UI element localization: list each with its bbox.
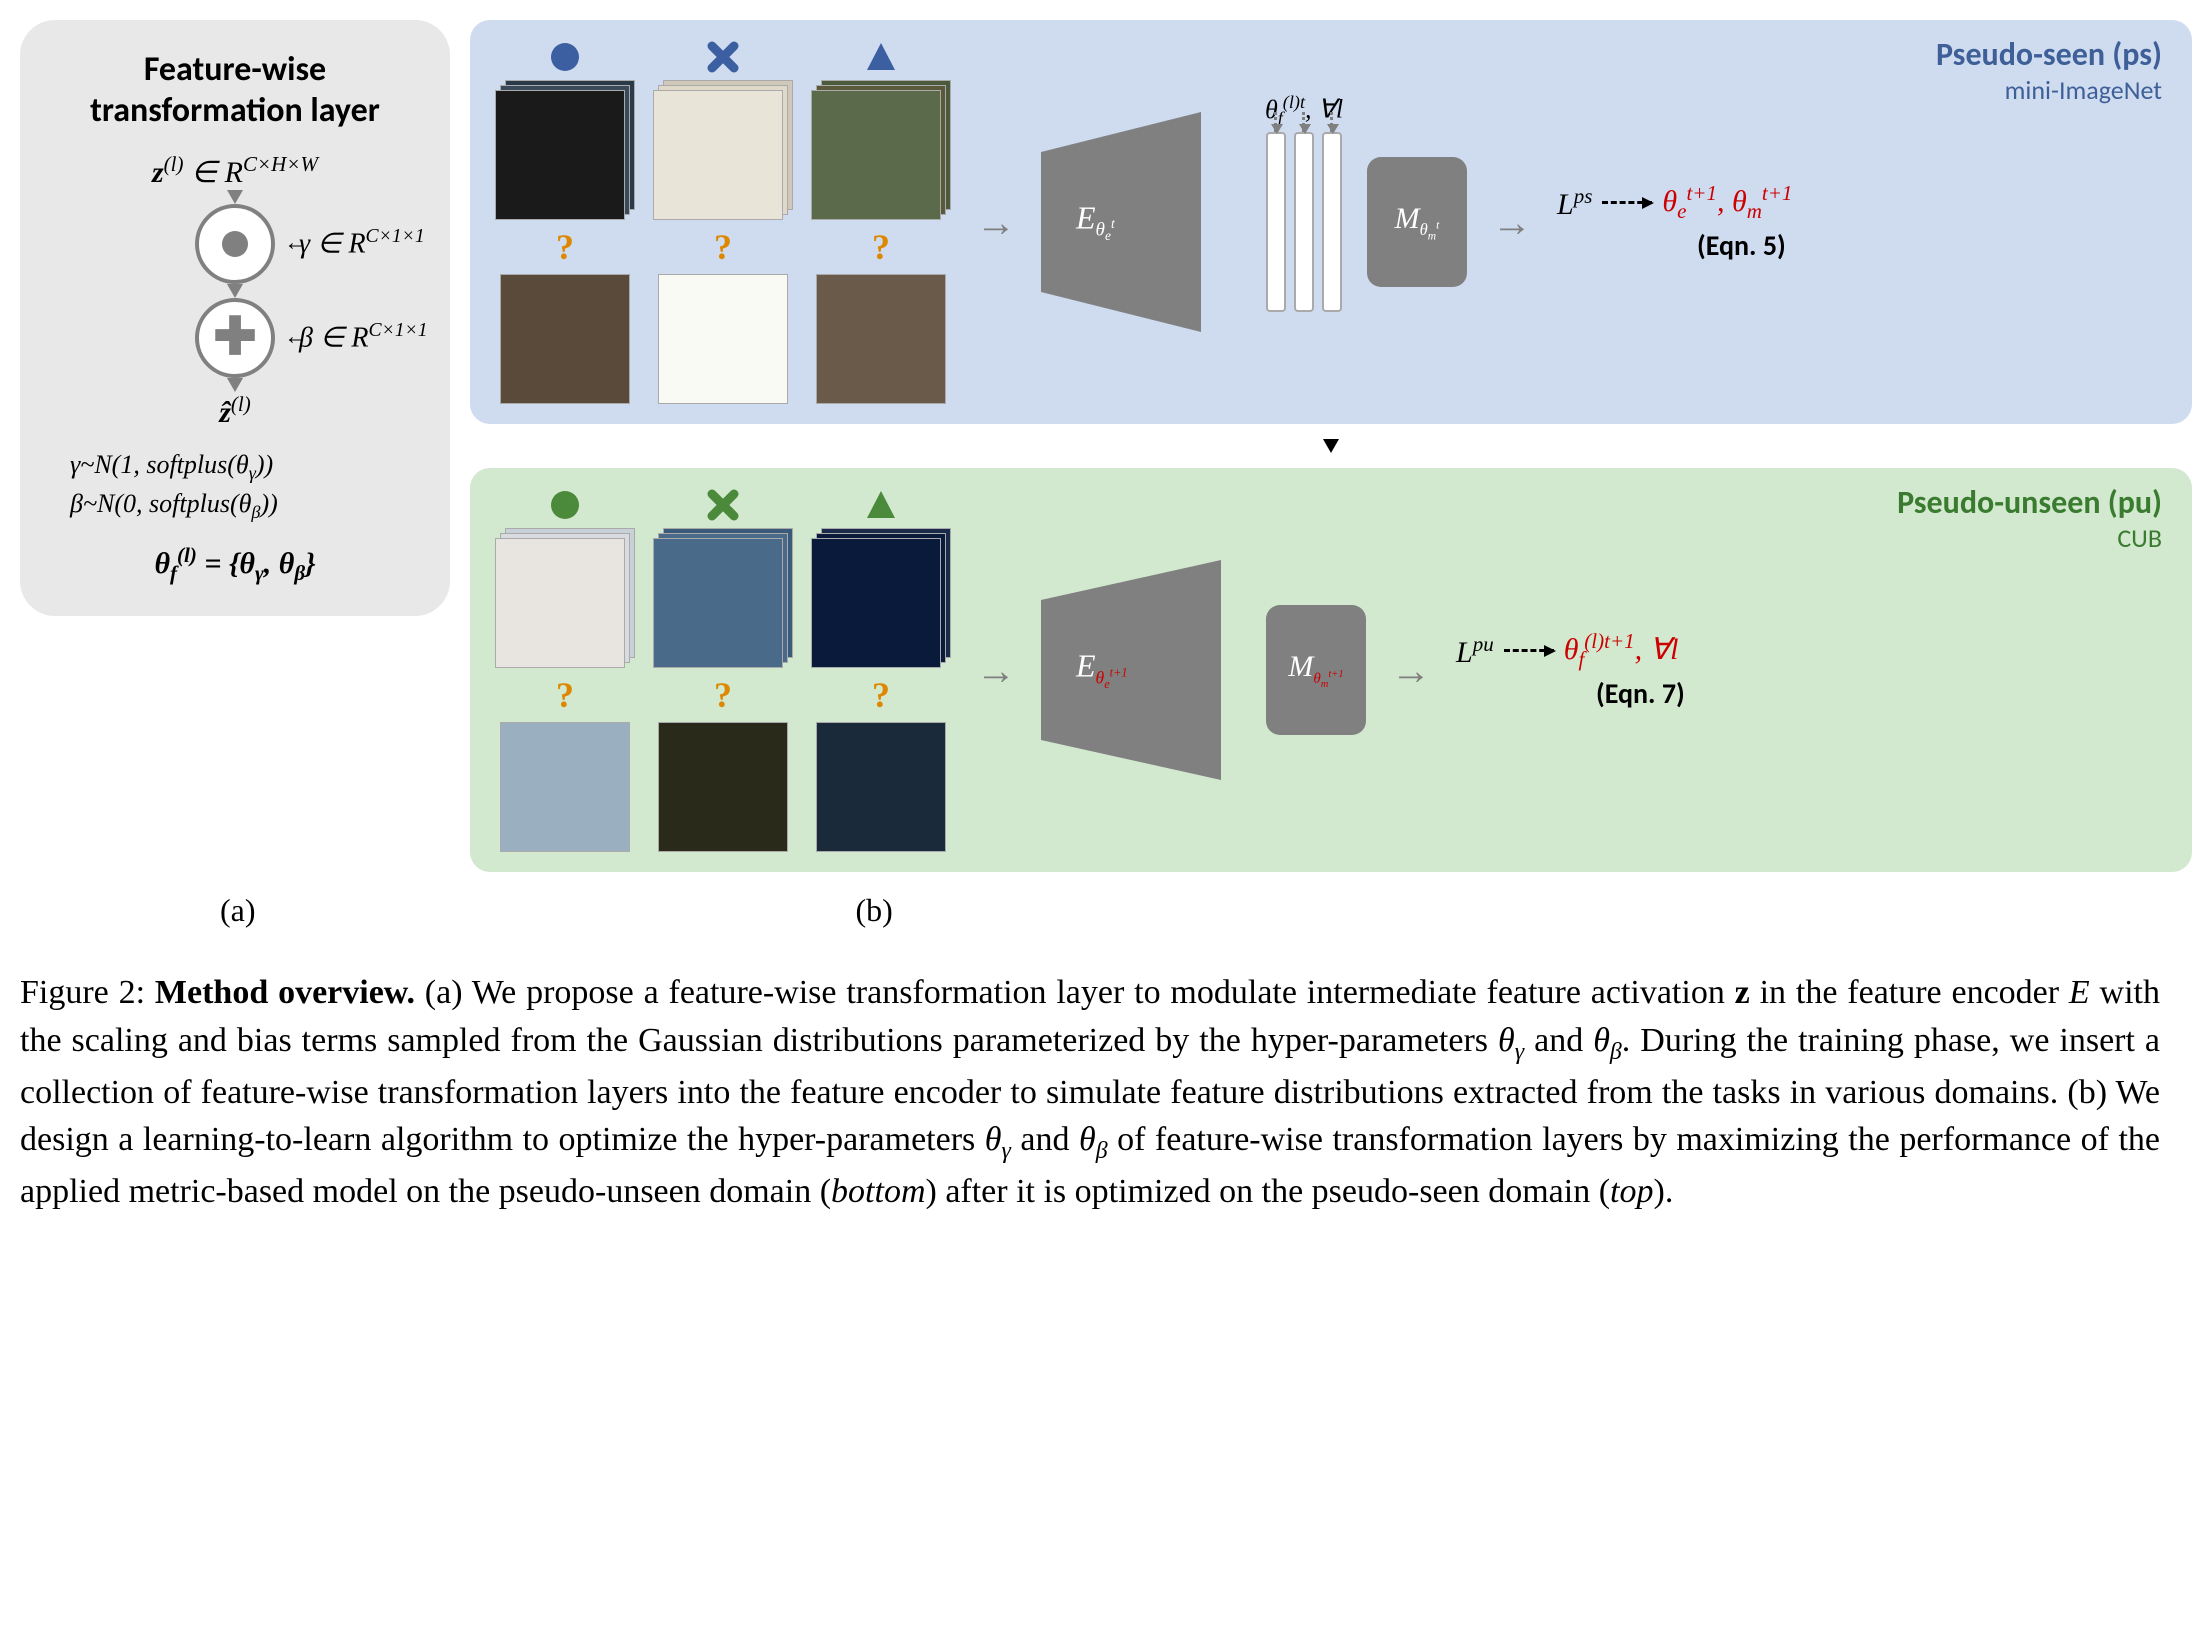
triangle-icon — [864, 488, 898, 522]
arrow-right-icon: → — [1391, 647, 1431, 694]
query-image — [658, 274, 788, 404]
query-image — [500, 274, 630, 404]
pu-eqn-label: (Eqn. 7) — [1596, 676, 1685, 711]
query-mark: ? — [872, 226, 890, 268]
query-image — [816, 274, 946, 404]
ps-update-params: θet+1, θmt+1 — [1662, 181, 1792, 224]
ps-loss-label: Lps — [1557, 184, 1592, 222]
pu-image-grid: ? ? — [495, 488, 951, 852]
ft-layer — [1294, 132, 1314, 312]
sublabels-row: (a) (b) — [20, 872, 2192, 929]
query-image — [500, 722, 630, 852]
figure-container: Feature-wise transformation layer z(l) ∈… — [20, 20, 2192, 872]
support-image-stack — [811, 528, 951, 668]
encoder-block: Eθet — [1041, 112, 1241, 332]
dashed-arrow-icon — [1504, 649, 1554, 652]
beta-label: β ∈ RC×1×1 — [299, 320, 428, 354]
ps-image-grid: ? ? — [495, 40, 951, 404]
query-mark: ? — [872, 674, 890, 716]
ft-layer — [1266, 132, 1286, 312]
pu-loss-label: Lpu — [1456, 632, 1494, 670]
arrow-right-icon: → — [976, 199, 1016, 246]
query-image — [658, 722, 788, 852]
panel-b-learning-to-learn: Pseudo-seen (ps) mini-ImageNet ? — [470, 20, 2192, 872]
cross-icon — [706, 488, 740, 522]
gamma-label: γ ∈ RC×1×1 — [299, 226, 425, 260]
support-image-stack — [811, 80, 951, 220]
query-mark: ? — [556, 226, 574, 268]
gamma-distribution: γ~N(1, softplus(θγ)) — [40, 450, 273, 484]
image-column: ? — [495, 40, 635, 404]
z-output-label: ẑ(l) — [219, 392, 251, 430]
image-column: ? — [811, 488, 951, 852]
z-input-label: z(l) ∈ RC×H×W — [152, 152, 318, 190]
pseudo-unseen-panel: Pseudo-unseen (pu) CUB ? — [470, 468, 2192, 872]
ft-layer — [1322, 132, 1342, 312]
image-column: ? — [811, 40, 951, 404]
pu-loss-section: Lpu θf(l)t+1, ∀l (Eqn. 7) — [1456, 629, 1685, 711]
panel-a-title: Feature-wise transformation layer — [90, 50, 380, 132]
ft-layers-group: θf(l)t, ∀l — [1266, 132, 1342, 312]
figure-caption: Figure 2: Method overview. (a) We propos… — [20, 969, 2160, 1216]
beta-distribution: β~N(0, softplus(θβ)) — [40, 489, 278, 523]
image-column: ? — [653, 488, 793, 852]
cross-icon — [706, 40, 740, 74]
add-op-icon: ✚ ← β ∈ RC×1×1 — [195, 298, 275, 378]
query-mark: ? — [714, 226, 732, 268]
query-mark: ? — [556, 674, 574, 716]
pu-title: Pseudo-unseen (pu) CUB — [1897, 483, 2162, 554]
arrow-down-icon — [470, 439, 2192, 453]
image-column: ? — [653, 40, 793, 404]
ps-loss-section: Lps θet+1, θmt+1 (Eqn. 5) — [1557, 181, 1792, 263]
arrow-icon — [227, 284, 243, 298]
encoder-label: Eθet+1 — [1076, 648, 1128, 693]
arrow-right-icon: → — [976, 647, 1016, 694]
ps-eqn-label: (Eqn. 5) — [1697, 228, 1786, 263]
sublabel-b: (b) — [856, 892, 893, 929]
support-image-stack — [495, 80, 635, 220]
dashed-arrow-icon — [1602, 201, 1652, 204]
encoder-block: Eθet+1 — [1041, 560, 1241, 780]
triangle-icon — [864, 40, 898, 74]
panel-a-feature-wise-transform: Feature-wise transformation layer z(l) ∈… — [20, 20, 450, 616]
support-image-stack — [495, 528, 635, 668]
arrow-right-icon: → — [1492, 199, 1532, 246]
ps-title: Pseudo-seen (ps) mini-ImageNet — [1936, 35, 2162, 106]
multiply-op-icon: ← γ ∈ RC×1×1 — [195, 204, 275, 284]
arrow-icon — [227, 378, 243, 392]
pseudo-seen-panel: Pseudo-seen (ps) mini-ImageNet ? — [470, 20, 2192, 424]
metric-block: Mθmt — [1367, 157, 1467, 287]
image-column: ? — [495, 488, 635, 852]
query-mark: ? — [714, 674, 732, 716]
query-image — [816, 722, 946, 852]
metric-block: Mθmt+1 — [1266, 605, 1366, 735]
support-image-stack — [653, 528, 793, 668]
circle-icon — [548, 40, 582, 74]
theta-f-definition: θf(l) = {θγ, θβ} — [154, 543, 315, 586]
sublabel-a: (a) — [220, 892, 256, 929]
pu-update-params: θf(l)t+1, ∀l — [1564, 629, 1679, 672]
arrow-icon — [227, 190, 243, 204]
support-image-stack — [653, 80, 793, 220]
circle-icon — [548, 488, 582, 522]
encoder-label: Eθet — [1076, 199, 1115, 244]
